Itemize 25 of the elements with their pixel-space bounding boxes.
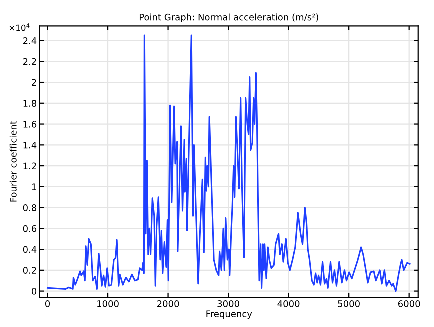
text: ×10$^{4}$ (10, 24, 30, 32)
chart-title: Point Graph: Normal acceleration (m/s²) (140, 14, 318, 22)
x-tick-label: 0 (45, 300, 50, 308)
y-tick-label: 2 (32, 79, 36, 86)
y-axis-title: Fourier coefficient (10, 121, 17, 202)
y-tick-label: 2.2 (23, 58, 36, 66)
y-tick-label: 1.2 (24, 162, 36, 170)
y-tick-label: 1.8 (24, 100, 37, 107)
y-tick-label: 2.4 (23, 38, 37, 44)
y-tick-label: 1 (32, 184, 36, 190)
y-tick-label: 0.2 (23, 267, 36, 274)
y-tick-label: 0.8 (23, 204, 37, 212)
x-tick-label: 5000 (338, 300, 360, 308)
x-tick-label: 3000 (218, 300, 240, 308)
y-tick-label: 0.4 (23, 246, 37, 254)
x-tick-label: 6000 (398, 300, 420, 308)
line-series (46, 34, 411, 292)
x-axis-title: Frequency (206, 310, 252, 320)
y-tick-label: 0 (32, 288, 37, 295)
x-tick-label: 2000 (157, 300, 180, 308)
y-tick-label: 1.4 (24, 142, 37, 149)
y-tick-label: 0.6 (23, 225, 37, 232)
y-tick-label: 1.6 (24, 121, 37, 128)
x-tick-label: 4000 (278, 300, 300, 308)
x-tick-label: 1000 (98, 300, 119, 308)
